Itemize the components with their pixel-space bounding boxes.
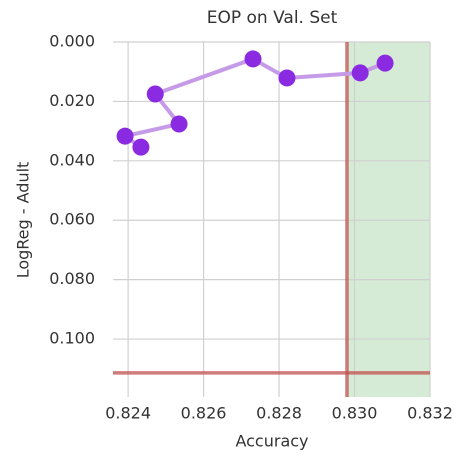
y-tick-label: 0.040	[49, 150, 95, 169]
y-tick-label: 0.080	[49, 269, 95, 288]
x-tick-label: 0.832	[407, 404, 453, 423]
x-axis-label: Accuracy	[235, 432, 308, 451]
x-tick-label: 0.830	[332, 404, 378, 423]
chart-title: EOP on Val. Set	[207, 8, 338, 28]
x-tick-label: 0.824	[105, 404, 151, 423]
y-axis-label: LogReg - Adult	[14, 162, 33, 279]
y-tick-label: 0.020	[49, 91, 95, 110]
series-line	[123, 56, 386, 149]
point	[376, 54, 394, 72]
point	[170, 115, 188, 133]
point	[351, 64, 369, 82]
y-tick-label: 0.060	[49, 210, 95, 229]
y-tick-label: 0.100	[49, 329, 95, 348]
point	[244, 50, 262, 68]
feasible-region	[346, 42, 430, 397]
point	[278, 69, 296, 87]
point	[116, 127, 134, 145]
point	[146, 85, 164, 103]
point	[132, 138, 150, 156]
y-tick-label: 0.000	[49, 32, 95, 51]
x-tick-label: 0.826	[181, 404, 227, 423]
x-tick-label: 0.828	[256, 404, 302, 423]
